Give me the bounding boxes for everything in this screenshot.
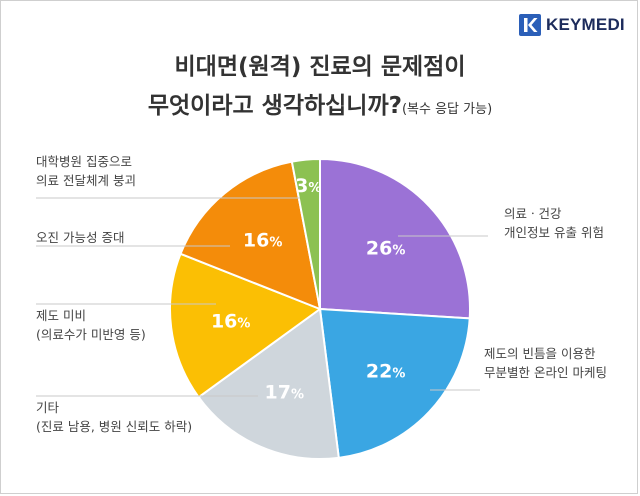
slice-percent-label: 26% xyxy=(366,237,405,259)
chart-title-main: 무엇이라고 생각하십니까? xyxy=(147,93,402,119)
slice-category-label-line: 의료ㆍ건강 xyxy=(504,206,562,221)
slice-category-label-line: (의료수가 미반영 등) xyxy=(36,327,146,342)
slice-category-label-line: (진료 남용, 병원 신뢰도 하락) xyxy=(36,419,193,434)
slice-category-label: 제도 미비 (의료수가 미반영 등) xyxy=(36,306,146,344)
slice-percent-label: 16% xyxy=(243,230,282,252)
slice-category-label: 기타 (진료 남용, 병원 신뢰도 하락) xyxy=(36,398,192,436)
slice-category-label-line: 의료 전달체계 붕괴 xyxy=(36,173,136,188)
pie-slice xyxy=(290,157,321,310)
slice-category-label-line: 오진 가능성 증대 xyxy=(36,230,125,245)
slice-percent-label: 3% xyxy=(295,175,321,197)
chart-title-line1: 비대면(원격) 진료의 문제점이 xyxy=(174,54,466,80)
chart-title-line2: 무엇이라고 생각하십니까?(복수 응답 가능) xyxy=(0,90,640,126)
slice-category-label-line: 제도의 빈틈을 이용한 xyxy=(484,346,596,361)
slice-category-label-line: 대학병원 집중으로 xyxy=(36,154,132,169)
keymedi-logo-icon xyxy=(519,14,541,36)
slice-percent-label: 17% xyxy=(265,382,304,404)
brand-logo: KEYMEDI xyxy=(519,10,625,40)
slice-category-label-line: 기타 xyxy=(36,400,60,415)
slice-category-label: 오진 가능성 증대 xyxy=(36,228,124,247)
slice-percent-label: 22% xyxy=(366,361,405,383)
slice-category-label-line: 제도 미비 xyxy=(36,308,86,323)
pie-slice xyxy=(197,307,340,460)
pie-slice xyxy=(318,307,471,459)
slice-percent-label: 16% xyxy=(211,310,250,332)
chart-title-note: (복수 응답 가능) xyxy=(401,102,493,117)
brand-name: KEYMEDI xyxy=(546,15,625,34)
slice-category-label-line: 개인정보 유출 위험 xyxy=(504,225,604,240)
slice-category-label-line: 무분별한 온라인 마케팅 xyxy=(484,365,607,380)
pie-slice xyxy=(169,252,323,399)
pie-slice xyxy=(319,157,471,320)
